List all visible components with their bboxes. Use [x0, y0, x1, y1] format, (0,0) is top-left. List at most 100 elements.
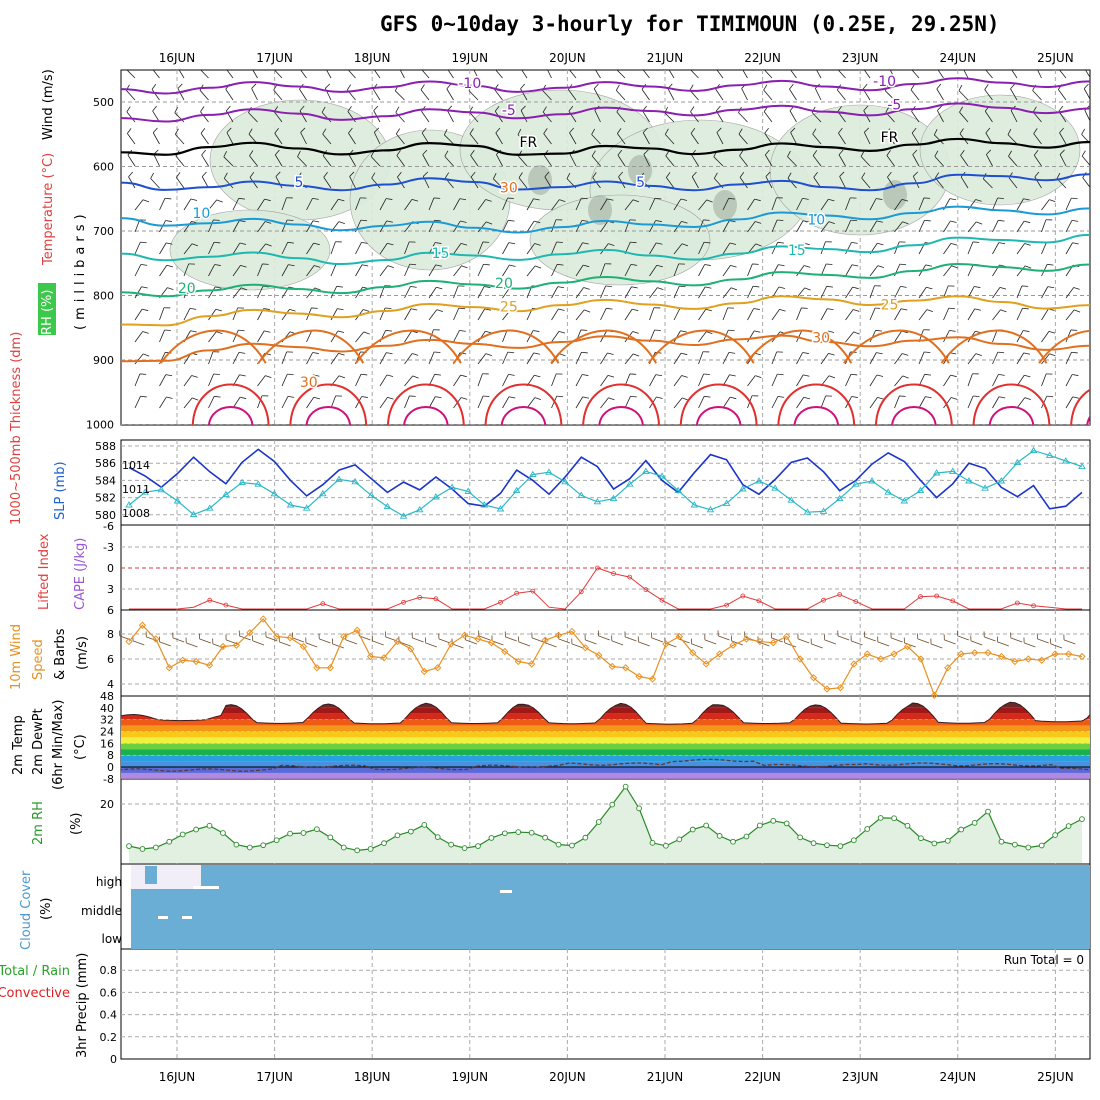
wind-barb [445, 70, 454, 79]
wind-barb [869, 396, 884, 409]
wind10m-barb [159, 636, 172, 647]
wind-barb [379, 396, 394, 409]
wind-barb [1033, 128, 1042, 145]
wind-barb [649, 264, 663, 277]
rh-point-66 [1012, 841, 1018, 848]
temp-unit-label: (°C) [73, 734, 88, 760]
wind-barb [272, 70, 283, 79]
wind-barb [134, 286, 148, 299]
upper-ytick-4: 900 [93, 354, 114, 367]
wind-barb [159, 307, 171, 321]
wind-barb [404, 308, 418, 321]
wind-barb [428, 264, 442, 277]
slp-point-40 [771, 484, 779, 491]
wind-barb [208, 373, 220, 387]
wind-barb [771, 197, 783, 211]
dome-temp_30-1 [257, 329, 365, 364]
rh-point-64 [985, 808, 991, 815]
wind-barb [404, 353, 419, 365]
wind-barb [257, 263, 269, 277]
day-label-bottom-7: 23JUN [842, 1070, 879, 1084]
cloud-mark-3 [158, 916, 168, 919]
wind-barb [281, 197, 293, 211]
wind-barb [306, 242, 320, 255]
wind-barb [716, 127, 724, 145]
wind-barb [1016, 307, 1029, 321]
wind-barb [747, 263, 759, 277]
wind-barb [208, 219, 220, 233]
temp-band-12 [121, 772, 1090, 779]
wind-barb [519, 70, 528, 79]
wind-barb [183, 375, 198, 387]
wind-barb [673, 330, 687, 343]
wind-speed-point-6 [205, 661, 214, 669]
li-ytick-0: -6 [103, 520, 114, 533]
cloud-gap-high [131, 865, 201, 889]
wind-barb [722, 396, 737, 409]
wind-barb [398, 70, 405, 79]
wind-barb [1091, 329, 1100, 345]
wind-barb [471, 70, 479, 79]
day-labels-top: 16JUN 17JUN 18JUN 19JUN 20JUN 21JUN 22JUN 23JUN… [159, 51, 1074, 65]
wind-barb [1035, 70, 1042, 79]
slp-point-49 [916, 486, 925, 494]
wind-speed-point-54 [850, 660, 858, 668]
wind-barb [150, 172, 160, 189]
wind-speed-point-53 [836, 684, 845, 692]
wind-barb [796, 396, 810, 409]
wind-barb [698, 286, 712, 299]
rh-unit-label: (%) [69, 813, 84, 836]
wind10m-barb [970, 635, 983, 646]
rh-point-61 [944, 837, 951, 844]
slp-point-22 [480, 501, 489, 508]
wind-barb [649, 374, 663, 387]
wind-speed-point-49 [783, 632, 791, 641]
wind10m-barb [198, 633, 211, 644]
wind10m-barb [371, 635, 384, 646]
wind-barb [520, 83, 528, 101]
rh-point-7 [220, 830, 226, 836]
cape-li-layer [121, 546, 1090, 610]
wind-barb [134, 308, 149, 321]
wind-barb [845, 264, 859, 277]
temp-band-2 [121, 713, 1090, 720]
contour-label-17: 30 [300, 375, 318, 391]
li-point-33 [659, 597, 665, 603]
rh-fill [129, 786, 1082, 863]
rh-point-34 [582, 834, 589, 841]
cloud-row-middle: middle [81, 904, 122, 918]
wind-barb [869, 220, 883, 233]
slp-point-23 [496, 505, 505, 512]
wind-barb [477, 263, 490, 277]
wind-barb [845, 197, 857, 211]
wind-barb [933, 128, 944, 145]
wind-barb [355, 264, 369, 277]
wind-speed-point-55 [863, 650, 871, 658]
slp-point-52 [965, 477, 973, 484]
wind-barb [918, 286, 933, 299]
wind-barb [869, 352, 883, 365]
wind-barb [428, 286, 443, 299]
wind-barb [306, 396, 320, 409]
wind-barb [232, 242, 247, 255]
precip-ytick-4: 0 [110, 1053, 117, 1066]
wind10m-barb [504, 631, 517, 642]
wind-barb [544, 171, 552, 189]
wind10m-barb [917, 633, 930, 644]
li-ytick-3: 3 [107, 583, 114, 596]
wind-barb [526, 220, 541, 233]
day-label-bottom-4: 20JUN [549, 1070, 586, 1084]
wind-barb [177, 83, 185, 101]
thick-vertical-labels: 1000~500mb Thickness (dm) SLP (mb) [9, 332, 68, 525]
wind-barb [183, 263, 195, 277]
wind-speed-point-68 [1038, 656, 1046, 664]
wind-barb [796, 374, 810, 387]
wind-barb [208, 331, 223, 343]
li-point-28 [578, 589, 584, 595]
wind-barb [690, 128, 699, 145]
contour-label-11: 15 [788, 243, 806, 259]
thickness-label: 1000~500mb Thickness (dm) [9, 332, 24, 525]
wind-barb [600, 352, 614, 365]
wind-barb [469, 106, 479, 123]
wind-barb [673, 285, 686, 299]
